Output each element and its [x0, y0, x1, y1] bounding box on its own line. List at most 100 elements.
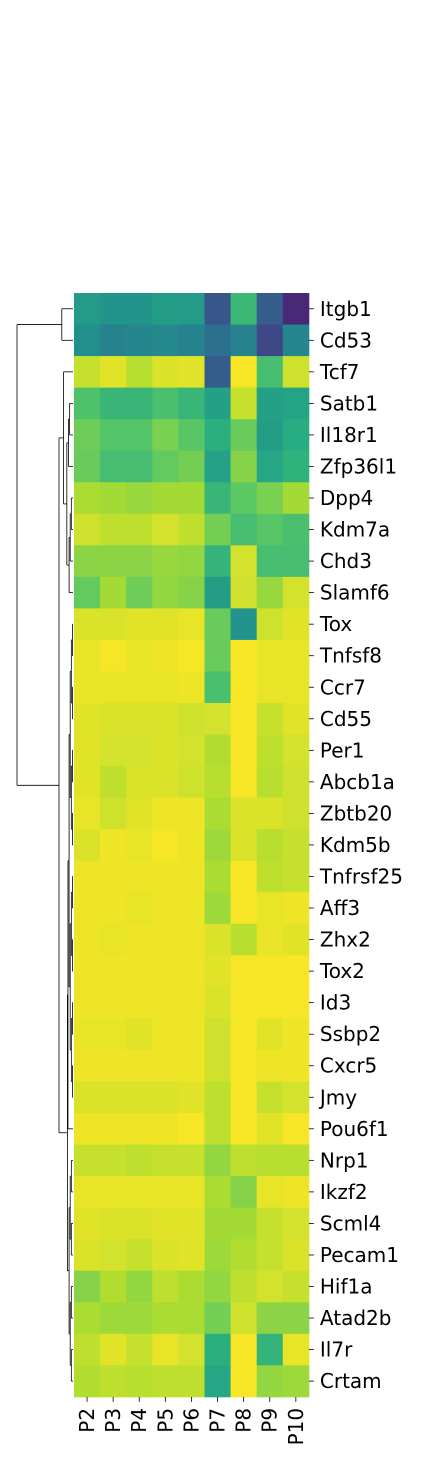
- heatmap-cell-Crtam-P6: [178, 1365, 205, 1398]
- heatmap-cell-Jmy-P7: [204, 1081, 231, 1114]
- heatmap-cell-Dpp4-P7: [204, 482, 231, 515]
- heatmap-cell-Kdm7a-P5: [152, 513, 179, 546]
- heatmap-cell-Tnfsf8-P2: [74, 639, 101, 672]
- row-label-Pecam1: Pecam1: [320, 1243, 399, 1267]
- column-label-P7: P7: [206, 1408, 230, 1433]
- heatmap-cell-Il7r-P3: [100, 1333, 127, 1366]
- heatmap-cell-Abcb1a-P8: [230, 766, 258, 799]
- heatmap-cell-Zbtb20-P10: [282, 797, 310, 830]
- heatmap-cell-Satb1-P3: [100, 387, 127, 420]
- heatmap-cell-Per1-P7: [204, 734, 231, 767]
- heatmap-cell-Aff3-P3: [100, 892, 127, 925]
- heatmap-cell-Tox2-P4: [126, 955, 153, 988]
- heatmap-cell-Scml4-P8: [230, 1207, 258, 1240]
- heatmap-cell-Ikzf2-P3: [100, 1176, 127, 1209]
- heatmap-cell-Ikzf2-P6: [178, 1176, 205, 1209]
- heatmap-cell-Satb1-P6: [178, 387, 205, 420]
- heatmap-cell-Jmy-P2: [74, 1081, 101, 1114]
- heatmap-cell-Pecam1-P4: [126, 1239, 153, 1272]
- column-labels: P2 P3 P4 P5 P6 P7 P8 P9 P10: [75, 1396, 308, 1445]
- heatmap-cell-Id3-P4: [126, 986, 153, 1019]
- heatmap-cell-Atad2b-P10: [282, 1302, 310, 1335]
- column-label-P5: P5: [153, 1408, 177, 1433]
- heatmap-cell-Nrp1-P8: [230, 1144, 258, 1177]
- heatmap-cell-Chd3-P8: [230, 545, 258, 578]
- heatmap-cell-Chd3-P2: [74, 545, 101, 578]
- heatmap-cell-Nrp1-P3: [100, 1144, 127, 1177]
- heatmap-cell-Scml4-P3: [100, 1207, 127, 1240]
- heatmap-cell-Scml4-P2: [74, 1207, 101, 1240]
- heatmap-cell-Dpp4-P4: [126, 482, 153, 515]
- heatmap-cell-Ccr7-P10: [282, 671, 310, 704]
- heatmap-cell-Pecam1-P9: [256, 1239, 284, 1272]
- heatmap-cell-Cd53-P5: [152, 324, 179, 357]
- heatmap-cell-Cxcr5-P2: [74, 1049, 101, 1082]
- heatmap-cell-Tnfsf8-P6: [178, 639, 205, 672]
- heatmap-cell-Tcf7-P3: [100, 356, 127, 389]
- heatmap-cell-Tox2-P2: [74, 955, 101, 988]
- heatmap-cell-Zfp36l1-P4: [126, 450, 153, 483]
- heatmap-cell-Atad2b-P8: [230, 1302, 258, 1335]
- heatmap-cell-Tnfrsf25-P10: [282, 860, 310, 893]
- heatmap-cell-Tox-P3: [100, 608, 127, 641]
- heatmap-cell-Tox-P4: [126, 608, 153, 641]
- heatmap-cell-Tcf7-P7: [204, 356, 231, 389]
- heatmap-cell-Zbtb20-P8: [230, 797, 258, 830]
- heatmap-cell-Zhx2-P2: [74, 923, 101, 956]
- heatmap-cell-Jmy-P4: [126, 1081, 153, 1114]
- heatmap-cell-Satb1-P4: [126, 387, 153, 420]
- heatmap-cell-Zbtb20-P5: [152, 797, 179, 830]
- heatmap-cell-Id3-P3: [100, 986, 127, 1019]
- row-label-Kdm7a: Kdm7a: [320, 518, 390, 542]
- heatmap-cell-Tnfrsf25-P4: [126, 860, 153, 893]
- heatmap-cell-Ccr7-P6: [178, 671, 205, 704]
- heatmap-cell-Cd55-P8: [230, 703, 258, 735]
- row-label-Ccr7: Ccr7: [320, 675, 366, 699]
- heatmap-cell-Crtam-P10: [282, 1365, 310, 1398]
- row-label-Zfp36l1: Zfp36l1: [320, 454, 397, 478]
- heatmap-cell-Cd53-P3: [100, 324, 127, 357]
- heatmap-cell-Nrp1-P9: [256, 1144, 284, 1177]
- heatmap-cell-Tnfrsf25-P8: [230, 860, 258, 893]
- heatmap-cell-Pecam1-P7: [204, 1239, 231, 1272]
- row-label-Scml4: Scml4: [320, 1211, 381, 1235]
- heatmap-cell-Dpp4-P5: [152, 482, 179, 515]
- column-label-P4: P4: [127, 1408, 151, 1433]
- heatmap-cell-Kdm7a-P4: [126, 513, 153, 546]
- heatmap-cell-Cd53-P7: [204, 324, 231, 357]
- heatmap-cell-Cxcr5-P6: [178, 1049, 205, 1082]
- heatmap-cell-Tnfsf8-P7: [204, 639, 231, 672]
- row-label-Il7r: Il7r: [320, 1338, 353, 1362]
- heatmap-cell-Dpp4-P3: [100, 482, 127, 515]
- heatmap-cell-Zhx2-P6: [178, 923, 205, 956]
- heatmap-cell-Tcf7-P9: [256, 356, 284, 389]
- heatmap-cell-Id3-P7: [204, 986, 231, 1019]
- heatmap-cell-Tox2-P3: [100, 955, 127, 988]
- heatmap-cell-Abcb1a-P2: [74, 766, 101, 799]
- heatmap-cell-Slamf6-P8: [230, 576, 258, 609]
- heatmap-cell-Tnfsf8-P8: [230, 639, 258, 672]
- heatmap-cell-Cd53-P6: [178, 324, 205, 357]
- heatmap-cell-Atad2b-P3: [100, 1302, 127, 1335]
- heatmap-cell-Tnfrsf25-P6: [178, 860, 205, 893]
- heatmap-cell-Hif1a-P7: [204, 1270, 231, 1303]
- column-label-P3: P3: [101, 1408, 125, 1433]
- heatmap-cell-Zhx2-P7: [204, 923, 231, 956]
- heatmap-cell-Il18r1-P8: [230, 419, 258, 452]
- heatmap-cell-Chd3-P6: [178, 545, 205, 578]
- heatmap-cell-Zfp36l1-P5: [152, 450, 179, 483]
- heatmap-cell-Nrp1-P7: [204, 1144, 231, 1177]
- row-label-Abcb1a: Abcb1a: [320, 770, 395, 794]
- heatmap-cell-Slamf6-P7: [204, 576, 231, 609]
- heatmap-cell-Kdm7a-P2: [74, 513, 101, 546]
- heatmap-cell-Itgb1-P4: [126, 293, 153, 325]
- heatmap-cell-Zbtb20-P9: [256, 797, 284, 830]
- heatmap-cell-Il7r-P9: [256, 1333, 284, 1366]
- heatmap-cell-Zhx2-P10: [282, 923, 310, 956]
- heatmap-cell-Itgb1-P8: [230, 293, 258, 325]
- heatmap-cell-Ccr7-P9: [256, 671, 284, 704]
- heatmap-cell-Cd55-P10: [282, 703, 310, 735]
- heatmap-cell-Chd3-P7: [204, 545, 231, 578]
- heatmap-cell-Il18r1-P5: [152, 419, 179, 452]
- heatmap-cell-Slamf6-P5: [152, 576, 179, 609]
